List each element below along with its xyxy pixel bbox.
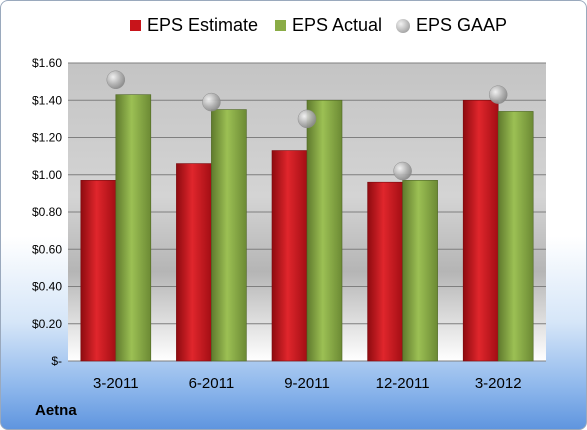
- y-tick-label: $0.80: [32, 205, 62, 219]
- legend-label-actual: EPS Actual: [292, 15, 383, 35]
- company-label: Aetna: [35, 402, 77, 419]
- gaap-bubbles: [106, 70, 508, 181]
- y-tick-label: $0.60: [32, 242, 62, 256]
- legend-item-actual: EPS Actual: [275, 15, 382, 36]
- legend-bubble-gaap: [396, 18, 410, 33]
- bar-eps-estimate: [80, 180, 117, 362]
- x-tick-label: 12-2011: [376, 375, 430, 392]
- bubble-eps-gaap: [297, 109, 317, 129]
- bar-eps-actual: [306, 99, 343, 362]
- y-tick-label: $1.60: [32, 56, 62, 70]
- bars: [80, 94, 534, 362]
- y-tick-label: $1.40: [32, 93, 62, 107]
- bar-eps-estimate: [462, 99, 499, 362]
- y-axis-ticks: $- $0.20 $0.40 $0.60 $0.80 $1.00 $1.20 $1.40 $1.…: [32, 56, 62, 368]
- x-tick-label: 3-2011: [93, 375, 139, 392]
- bar-eps-estimate: [176, 163, 212, 362]
- x-tick-label: 9-2011: [284, 375, 330, 392]
- x-tick-label: 3-2012: [475, 375, 522, 392]
- bar-eps-estimate: [271, 150, 308, 362]
- y-tick-label: $1.20: [32, 131, 62, 145]
- bubble-eps-gaap: [393, 161, 412, 181]
- legend-item-gaap: EPS GAAP: [396, 15, 507, 36]
- legend-swatch-estimate: [130, 20, 141, 31]
- bar-eps-estimate: [367, 181, 403, 362]
- bar-eps-actual: [402, 180, 438, 362]
- legend-label-gaap: EPS GAAP: [416, 15, 508, 35]
- legend-swatch-actual: [275, 20, 286, 31]
- y-tick-label: $0.20: [32, 317, 62, 331]
- bar-eps-actual: [497, 111, 534, 362]
- legend-item-estimate: EPS Estimate: [130, 15, 258, 36]
- y-tick-label: $-: [51, 354, 62, 368]
- bubble-eps-gaap: [488, 85, 508, 104]
- legend: EPS Estimate EPS Actual EPS GAAP: [1, 15, 586, 45]
- bubble-eps-gaap: [202, 92, 221, 112]
- bar-eps-actual: [211, 109, 247, 362]
- x-axis-ticks: 3-2011 6-2011 9-2011 12-2011 3-2012: [93, 375, 522, 392]
- y-tick-label: $1.00: [32, 168, 62, 182]
- bar-eps-actual: [115, 94, 152, 362]
- bubble-eps-gaap: [106, 70, 126, 90]
- x-tick-label: 6-2011: [189, 375, 235, 392]
- y-tick-label: $0.40: [32, 280, 62, 294]
- legend-label-estimate: EPS Estimate: [147, 15, 259, 35]
